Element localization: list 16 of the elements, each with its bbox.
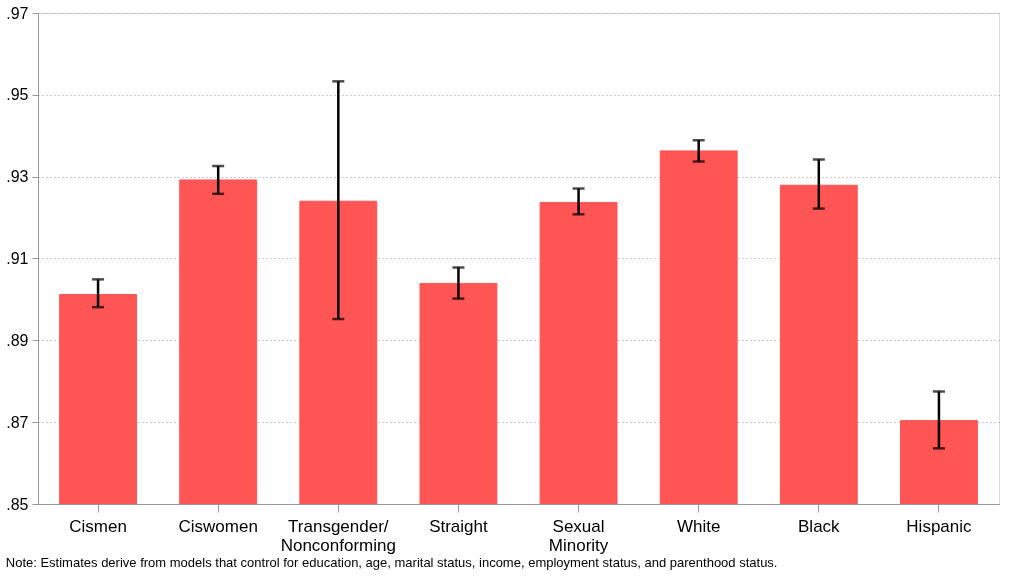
x-tick-label: Ciswomen xyxy=(178,516,258,536)
x-tick-label: Transgender/ Nonconforming xyxy=(280,516,396,555)
x-tick-label: Black xyxy=(798,516,841,536)
x-tick-label: Hispanic xyxy=(906,516,973,536)
y-tick-label: .97 xyxy=(6,4,29,22)
y-tick-label: .85 xyxy=(6,495,29,513)
x-tick-label: Cismen xyxy=(69,516,127,536)
y-tick-label: .93 xyxy=(6,168,29,186)
x-tick-label: Sexual Minority xyxy=(548,516,609,555)
y-tick-label: .89 xyxy=(6,331,29,349)
y-tick-label: .87 xyxy=(6,413,29,431)
x-tick-label: White xyxy=(676,516,721,536)
text: Note: Estimates derive from models that control for education, age, marital status, income, employment status, and parenthood status. xyxy=(5,555,778,570)
x-tick-label: Straight xyxy=(429,516,488,536)
y-tick-label: .91 xyxy=(6,250,29,267)
y-tick-label: .95 xyxy=(6,86,29,104)
